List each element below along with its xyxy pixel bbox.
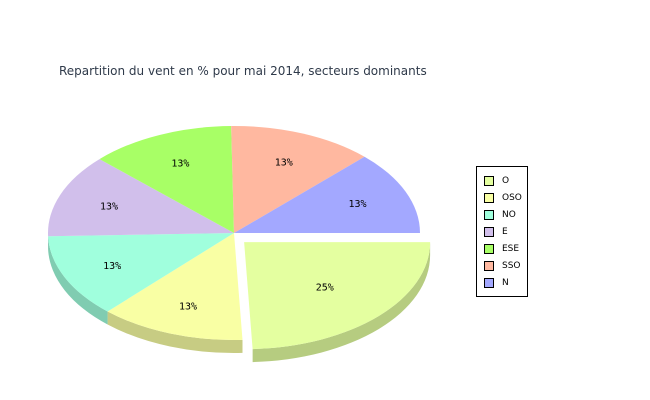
pie-slice-n <box>234 156 420 233</box>
pie-top-layer <box>48 126 431 350</box>
legend-swatch <box>484 244 494 254</box>
pie-slice-no <box>48 233 234 312</box>
legend-label: ESE <box>502 244 520 254</box>
pie-slice-label-no: 13% <box>103 261 121 272</box>
pie-slice-label-e: 13% <box>100 201 118 212</box>
pie-slice-label-ese: 13% <box>171 158 189 169</box>
pie-slice-side-oso <box>107 311 243 353</box>
pie-slice-label-sso: 13% <box>275 158 293 169</box>
pie-slice-side-no <box>48 236 108 325</box>
legend-label: NO <box>502 210 516 220</box>
chart-title: Repartition du vent en % pour mai 2014, … <box>59 64 427 78</box>
legend-label: N <box>502 278 509 288</box>
legend-label: O <box>502 176 510 186</box>
legend-item-sso: SSO <box>484 260 521 272</box>
legend-swatch <box>484 261 494 271</box>
legend-swatch <box>484 210 494 220</box>
chart-legend: O OSO NO E ESE SSO N <box>476 166 528 297</box>
pie-slice-label-o: 25% <box>316 283 334 294</box>
legend-item-no: NO <box>484 209 516 221</box>
pie-labels-layer: 25% 13% 13% 13% 13% 13% 13% <box>100 158 367 313</box>
legend-label: OSO <box>502 193 522 203</box>
legend-label: E <box>502 227 508 237</box>
legend-swatch <box>484 176 494 186</box>
legend-swatch <box>484 278 494 288</box>
pie-depth-layer <box>48 233 431 363</box>
pie-slice-side-o <box>252 242 431 363</box>
pie-slice-o <box>244 242 431 350</box>
pie-slice-ese <box>99 126 235 233</box>
legend-item-e: E <box>484 226 508 238</box>
legend-label: SSO <box>502 261 521 271</box>
legend-item-n: N <box>484 277 509 289</box>
legend-item-o: O <box>484 175 509 187</box>
legend-item-oso: OSO <box>484 192 522 204</box>
pie-slice-oso <box>107 233 243 340</box>
legend-swatch <box>484 193 494 203</box>
pie-slice-e <box>48 159 235 237</box>
pie-slice-label-n: 13% <box>348 199 366 210</box>
legend-item-ese: ESE <box>484 243 519 255</box>
pie-slice-label-oso: 13% <box>179 301 197 312</box>
pie-slice-sso <box>231 126 365 233</box>
legend-swatch <box>484 227 494 237</box>
